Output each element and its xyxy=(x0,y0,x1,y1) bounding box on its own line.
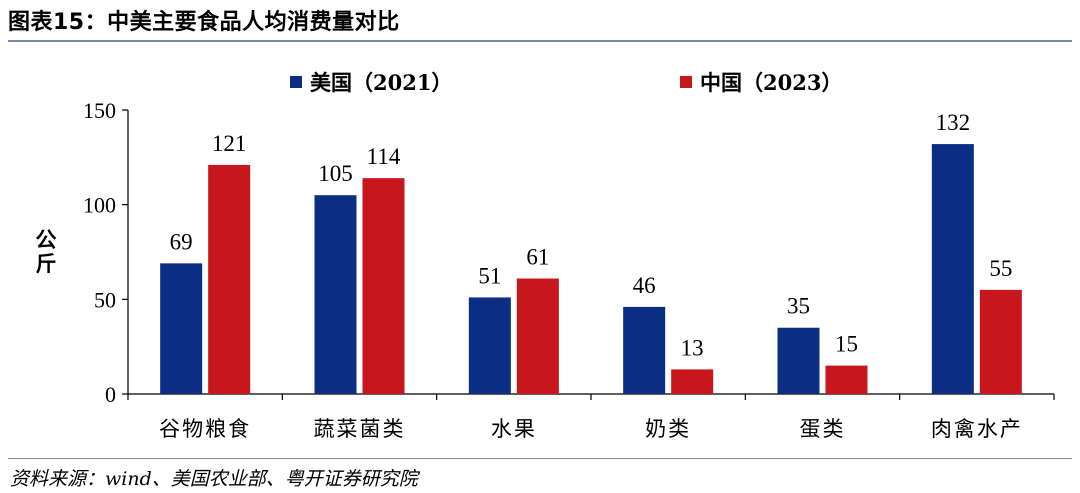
legend-label: 美国（2021） xyxy=(310,70,452,95)
data-label: 69 xyxy=(170,229,193,254)
bar xyxy=(979,289,1022,394)
data-label: 13 xyxy=(681,335,704,360)
bar xyxy=(362,178,405,394)
bar xyxy=(671,369,714,394)
bar-chart: 美国（2021） 中国（2023） 0 50 100 150 公斤 谷物粮食 蔬菜菌类 水果 奶… xyxy=(36,70,1055,441)
x-category-label: 肉禽水产 xyxy=(931,417,1023,441)
bar xyxy=(825,365,868,394)
bar xyxy=(516,278,559,394)
y-axis: 0 50 100 150 公斤 xyxy=(36,98,129,407)
bar xyxy=(208,164,251,394)
data-label: 55 xyxy=(989,256,1012,281)
x-category-label: 水果 xyxy=(491,417,537,441)
title-divider xyxy=(8,40,1072,42)
data-label: 121 xyxy=(212,131,247,156)
bar xyxy=(160,263,203,394)
chart-title: 图表15：中美主要食品人均消费量对比 xyxy=(8,10,400,35)
x-category-label: 谷物粮食 xyxy=(159,417,251,441)
bar xyxy=(314,195,357,394)
y-tick-label: 50 xyxy=(94,287,116,312)
legend-swatch xyxy=(290,76,302,88)
data-label: 51 xyxy=(478,263,501,288)
bar xyxy=(623,306,666,394)
bar xyxy=(931,144,974,394)
bar xyxy=(777,327,820,394)
data-label: 15 xyxy=(835,332,858,357)
legend-label: 中国（2023） xyxy=(700,70,842,95)
x-category-label: 奶类 xyxy=(645,417,691,441)
x-category-label: 蔬菜菌类 xyxy=(314,417,406,441)
data-label: 105 xyxy=(318,161,353,186)
x-axis: 谷物粮食 蔬菜菌类 水果 奶类 蛋类 肉禽水产 xyxy=(127,393,1055,441)
source-note: 资料来源：wind、美国农业部、粤开证券研究院 xyxy=(10,468,418,490)
legend: 美国（2021） 中国（2023） xyxy=(290,70,842,95)
data-labels: 69 121 105 114 51 61 46 13 35 15 132 55 xyxy=(170,110,1013,360)
bar xyxy=(468,297,511,394)
y-axis-label: 公斤 xyxy=(36,228,57,276)
legend-swatch xyxy=(680,76,692,88)
data-label: 46 xyxy=(633,273,656,298)
data-label: 61 xyxy=(526,245,549,270)
data-label: 132 xyxy=(936,110,971,135)
x-category-label: 蛋类 xyxy=(800,417,846,441)
data-label: 114 xyxy=(367,144,401,169)
y-tick-label: 100 xyxy=(83,193,116,218)
footer-divider xyxy=(8,458,1072,459)
data-label: 35 xyxy=(787,294,810,319)
y-tick-label: 150 xyxy=(83,98,116,123)
y-tick-label: 0 xyxy=(105,382,116,407)
bars xyxy=(160,144,1022,394)
